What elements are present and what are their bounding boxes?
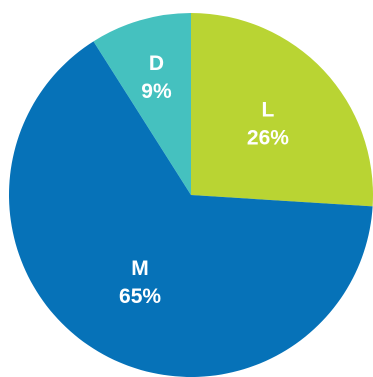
slice-percent-m: 65% xyxy=(119,285,161,308)
slice-name-l: L xyxy=(262,99,275,122)
pie-slice-m xyxy=(9,41,373,377)
slice-percent-d: 9% xyxy=(141,80,172,103)
slice-name-m: M xyxy=(131,257,149,280)
slice-name-d: D xyxy=(149,52,164,75)
pie-slice-l xyxy=(191,13,373,207)
pie-slices xyxy=(9,13,373,377)
pie-slice-d xyxy=(93,13,191,195)
slice-percent-l: 26% xyxy=(247,127,289,150)
pie-labels: L 26% M 65% D 9% xyxy=(119,52,289,308)
